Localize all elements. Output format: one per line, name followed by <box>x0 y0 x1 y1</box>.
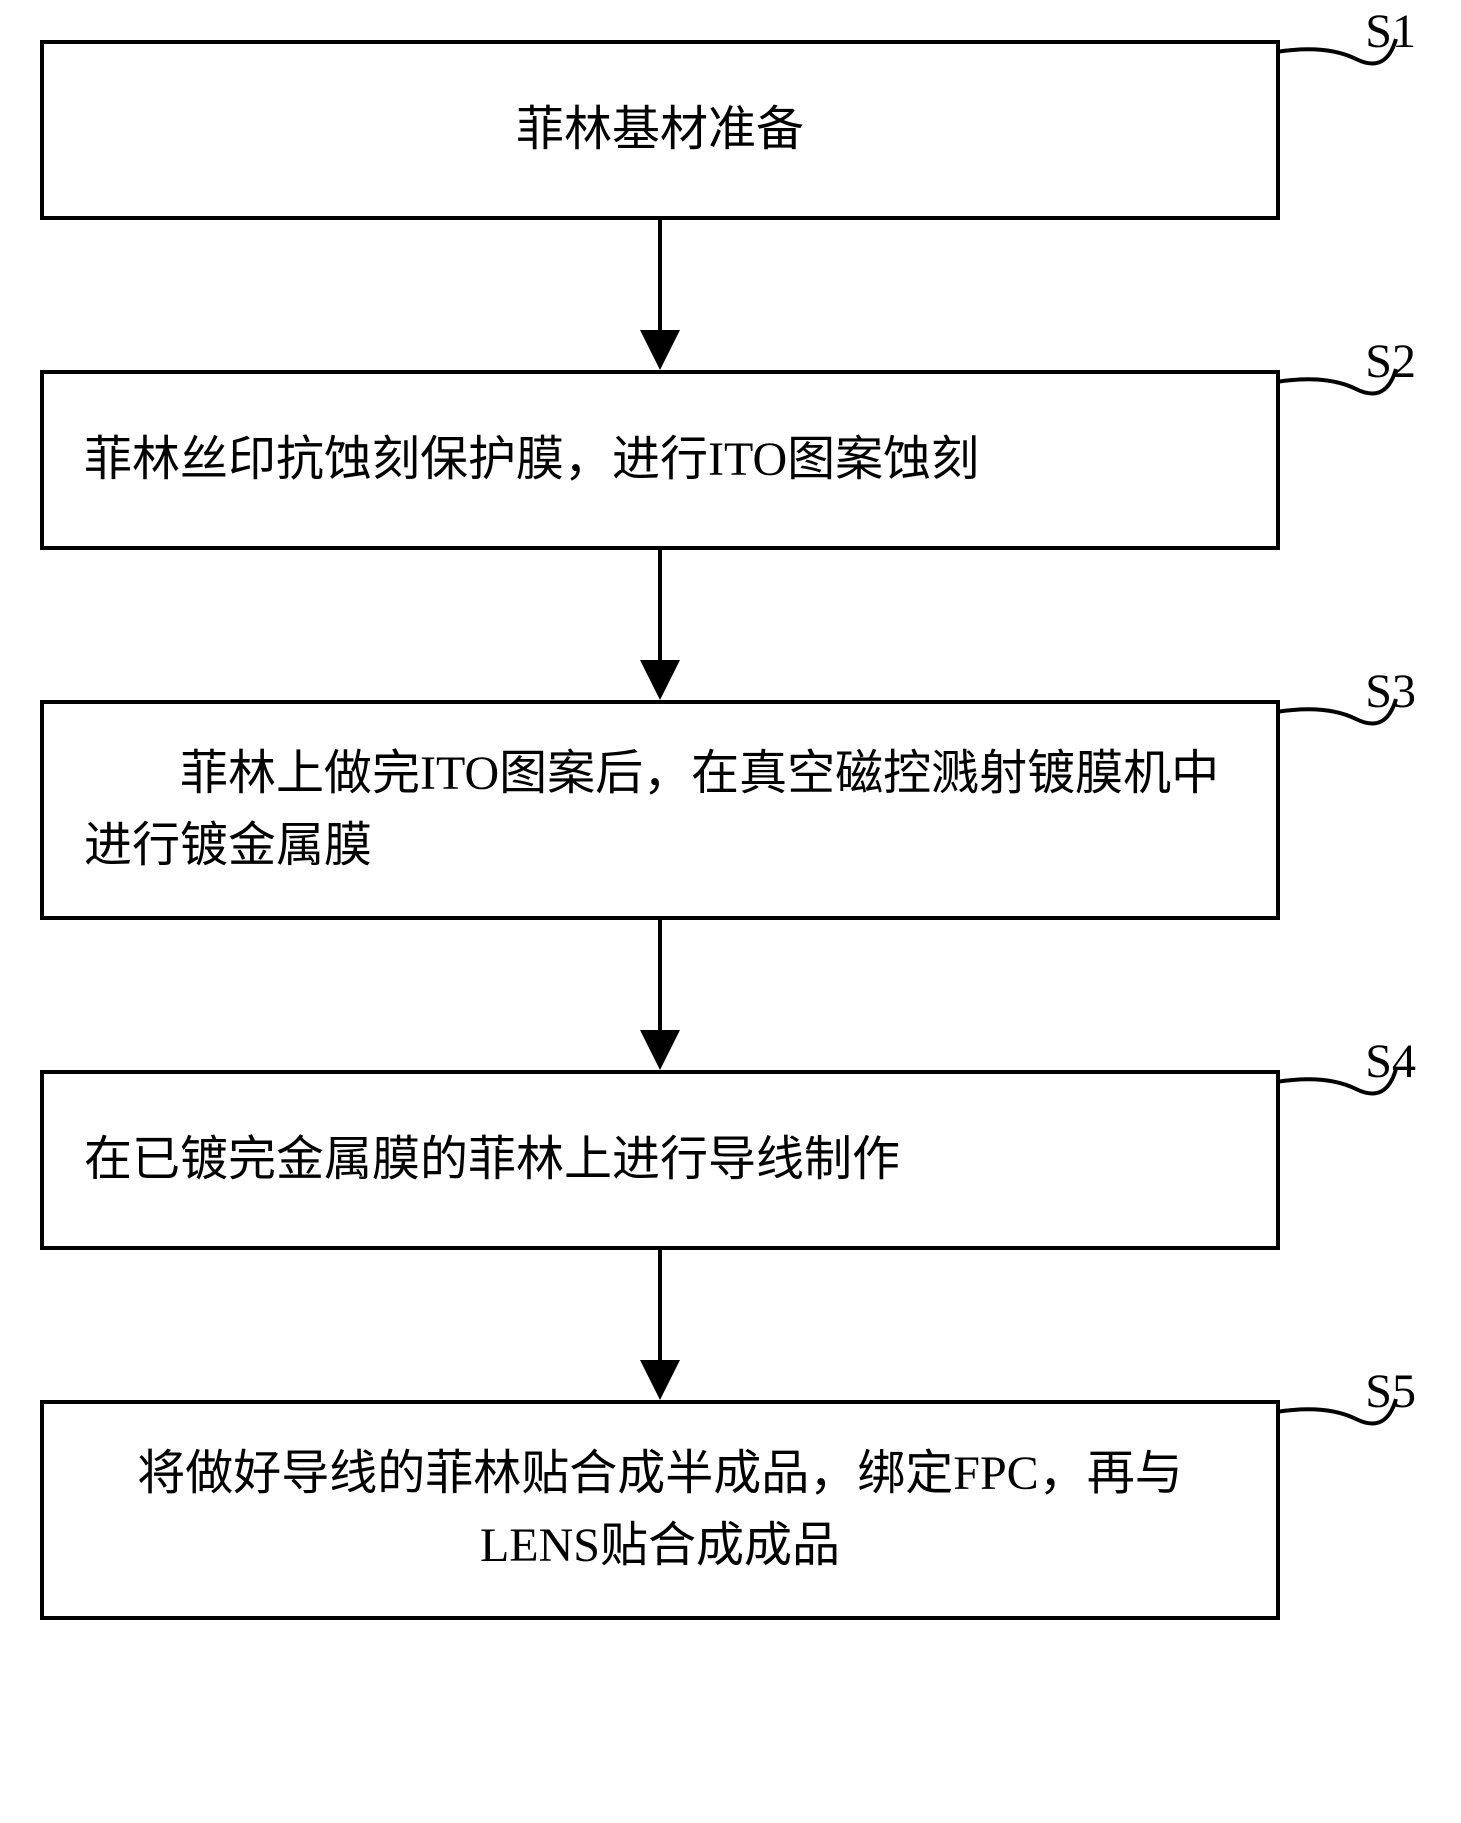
step-label-4: S4 <box>1365 1034 1416 1089</box>
arrow-down-icon <box>630 1250 690 1400</box>
step-box-2: 菲林丝印抗蚀刻保护膜，进行ITO图案蚀刻 S2 <box>40 370 1280 550</box>
step-box-1: 菲林基材准备 S1 <box>40 40 1280 220</box>
label-container-5: S5 <box>1276 1394 1416 1474</box>
step-row-3: 菲林上做完ITO图案后，在真空磁控溅射镀膜机中进行镀金属膜 S3 <box>40 700 1420 920</box>
label-container-3: S3 <box>1276 694 1416 774</box>
arrow-down-icon <box>630 220 690 370</box>
step-text-5: 将做好导线的菲林贴合成半成品，绑定FPC，再与LENS贴合成成品 <box>84 1438 1236 1582</box>
step-text-2: 菲林丝印抗蚀刻保护膜，进行ITO图案蚀刻 <box>84 424 1236 496</box>
step-box-3: 菲林上做完ITO图案后，在真空磁控溅射镀膜机中进行镀金属膜 S3 <box>40 700 1280 920</box>
arrow-down-icon <box>630 920 690 1070</box>
label-container-1: S1 <box>1276 34 1416 114</box>
step-row-1: 菲林基材准备 S1 <box>40 40 1420 220</box>
step-box-4: 在已镀完金属膜的菲林上进行导线制作 S4 <box>40 1070 1280 1250</box>
step-label-3: S3 <box>1365 664 1416 719</box>
step-text-1: 菲林基材准备 <box>84 94 1236 166</box>
step-row-2: 菲林丝印抗蚀刻保护膜，进行ITO图案蚀刻 S2 <box>40 370 1420 550</box>
arrow-4 <box>40 1250 1280 1400</box>
step-text-3: 菲林上做完ITO图案后，在真空磁控溅射镀膜机中进行镀金属膜 <box>84 738 1236 882</box>
arrow-3 <box>40 920 1280 1070</box>
step-row-5: 将做好导线的菲林贴合成半成品，绑定FPC，再与LENS贴合成成品 S5 <box>40 1400 1420 1620</box>
label-container-2: S2 <box>1276 364 1416 444</box>
step-box-5: 将做好导线的菲林贴合成半成品，绑定FPC，再与LENS贴合成成品 S5 <box>40 1400 1280 1620</box>
step-row-4: 在已镀完金属膜的菲林上进行导线制作 S4 <box>40 1070 1420 1250</box>
step-text-4: 在已镀完金属膜的菲林上进行导线制作 <box>84 1124 1236 1196</box>
flowchart-container: 菲林基材准备 S1 菲林丝印抗蚀刻保护膜，进行ITO图案蚀刻 S2 <box>40 40 1420 1620</box>
step-label-5: S5 <box>1365 1364 1416 1419</box>
arrow-1 <box>40 220 1280 370</box>
arrow-2 <box>40 550 1280 700</box>
step-label-1: S1 <box>1365 4 1416 59</box>
arrow-down-icon <box>630 550 690 700</box>
label-container-4: S4 <box>1276 1064 1416 1144</box>
step-label-2: S2 <box>1365 334 1416 389</box>
